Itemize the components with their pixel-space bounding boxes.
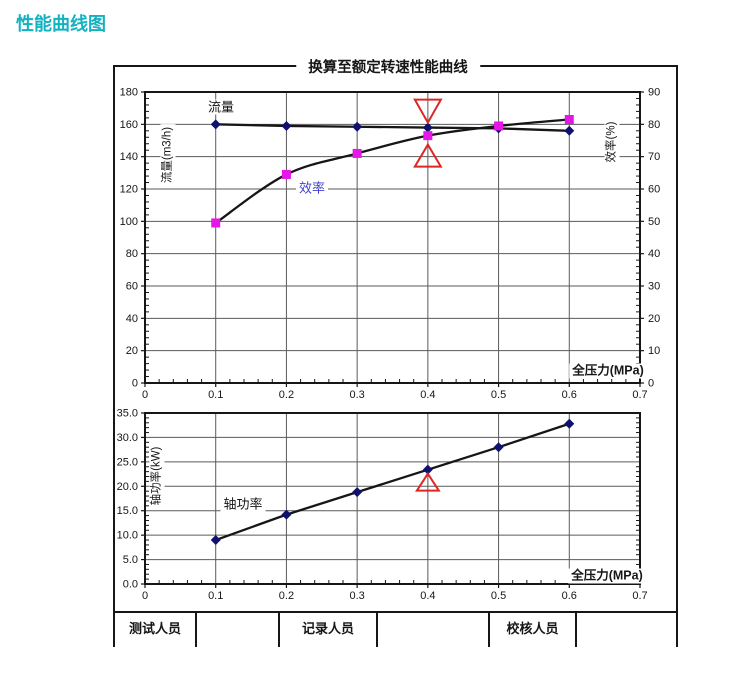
series-line-0 <box>215 422 570 542</box>
data-point-diamond <box>422 122 433 133</box>
y-tick-label-left: 160 <box>120 119 138 131</box>
data-point-square <box>352 148 362 158</box>
y-tick-label-left: 40 <box>126 313 138 325</box>
x-tick-label: 0.2 <box>279 389 294 401</box>
personnel-cell-checker: 校核人员 <box>490 613 577 647</box>
data-point-diamond <box>210 535 221 546</box>
plot-border <box>144 91 641 384</box>
y-tick-label-right: 80 <box>648 119 660 131</box>
data-point-square <box>281 169 291 179</box>
x-tick-label: 0.2 <box>279 590 294 602</box>
y-tick-label-left: 0.0 <box>123 579 138 591</box>
y-tick-label-right: 10 <box>648 345 660 357</box>
personnel-label: 校核人员 <box>506 621 559 636</box>
data-point-square <box>494 121 504 131</box>
data-point-diamond <box>422 464 433 475</box>
x-tick-label: 0.7 <box>632 590 647 602</box>
x-tick-label: 0.6 <box>562 389 577 401</box>
y-tick-label-right: 50 <box>648 216 660 228</box>
y-tick-label-left: 80 <box>126 248 138 260</box>
figure-frame <box>113 65 678 613</box>
data-point-square <box>423 131 433 141</box>
rated-point-triangle-up <box>415 471 441 492</box>
y-tick-label-right: 60 <box>648 184 660 196</box>
y-tick-label-left: 10.0 <box>117 530 138 542</box>
x-tick-label: 0.7 <box>632 389 647 401</box>
data-point-diamond <box>210 119 221 130</box>
y-tick-label-left: 30.0 <box>117 432 138 444</box>
data-point-diamond <box>281 120 292 131</box>
y-tick-label-left: 20 <box>126 345 138 357</box>
data-point-diamond <box>352 487 363 498</box>
x-tick-label: 0.5 <box>491 389 506 401</box>
data-point-diamond <box>493 442 504 453</box>
y-tick-label-right: 20 <box>648 313 660 325</box>
series-line-0 <box>215 123 570 132</box>
y-tick-label-left: 180 <box>120 87 138 99</box>
series-line-1 <box>215 118 570 224</box>
y-tick-label-left: 20.0 <box>117 481 138 493</box>
data-point-diamond <box>564 125 575 136</box>
y-tick-label-left: 0 <box>132 378 138 390</box>
series-label-efficiency: 效率 <box>295 180 329 196</box>
series-label-flow: 流量 <box>204 99 238 115</box>
y-tick-label-left: 60 <box>126 281 138 293</box>
axis-title-power: 轴功率(kW) <box>149 443 165 509</box>
y-tick-label-left: 25.0 <box>117 456 138 468</box>
series-label-power: 轴功率 <box>220 496 266 512</box>
page-title: 性能曲线图 <box>16 14 106 34</box>
rated-point-triangle-down <box>413 98 443 125</box>
data-point-diamond <box>352 121 363 132</box>
x-tick-label: 0.6 <box>562 590 577 602</box>
x-tick-label: 0.1 <box>208 590 223 602</box>
data-point-diamond <box>564 418 575 429</box>
x-tick-label: 0.1 <box>208 389 223 401</box>
personnel-cell-tester-value <box>197 613 280 647</box>
plot-border <box>144 412 641 585</box>
x-tick-label: 0.3 <box>349 590 364 602</box>
personnel-cell-tester: 测试人员 <box>113 613 197 647</box>
personnel-cell-checker-value <box>577 613 678 647</box>
y-tick-label-right: 40 <box>648 248 660 260</box>
axis-title-pressure-top: 全压力(MPa) <box>569 363 647 379</box>
y-tick-label-left: 100 <box>120 216 138 228</box>
y-tick-label-left: 15.0 <box>117 505 138 517</box>
x-tick-label: 0.4 <box>420 389 435 401</box>
y-tick-label-right: 0 <box>648 378 654 390</box>
y-tick-label-left: 5.0 <box>123 554 138 566</box>
figure-title: 换算至额定转速性能曲线 <box>296 56 480 77</box>
y-tick-label-right: 90 <box>648 87 660 99</box>
y-tick-label-right: 30 <box>648 281 660 293</box>
y-tick-label-left: 120 <box>120 184 138 196</box>
axis-title-flow: 流量(m3/h) <box>160 123 176 187</box>
personnel-label: 记录人员 <box>301 621 354 636</box>
data-point-diamond <box>281 509 292 520</box>
x-tick-label: 0 <box>142 389 148 401</box>
personnel-cell-recorder: 记录人员 <box>280 613 378 647</box>
x-tick-label: 0.4 <box>420 590 435 602</box>
y-tick-label-left: 140 <box>120 151 138 163</box>
personnel-label: 测试人员 <box>128 621 181 636</box>
personnel-cell-recorder-value <box>378 613 490 647</box>
rated-point-triangle-up <box>413 142 443 168</box>
data-point-square <box>564 114 574 124</box>
personnel-row: 测试人员 记录人员 校核人员 <box>113 613 678 647</box>
x-tick-label: 0.3 <box>349 389 364 401</box>
x-tick-label: 0 <box>142 590 148 602</box>
y-tick-label-right: 70 <box>648 151 660 163</box>
y-tick-label-left: 35.0 <box>117 408 138 420</box>
data-point-square <box>211 218 221 228</box>
axis-title-pressure-bottom: 全压力(MPa) <box>568 568 646 584</box>
x-tick-label: 0.5 <box>491 590 506 602</box>
axis-title-efficiency: 效率(%) <box>604 118 620 166</box>
